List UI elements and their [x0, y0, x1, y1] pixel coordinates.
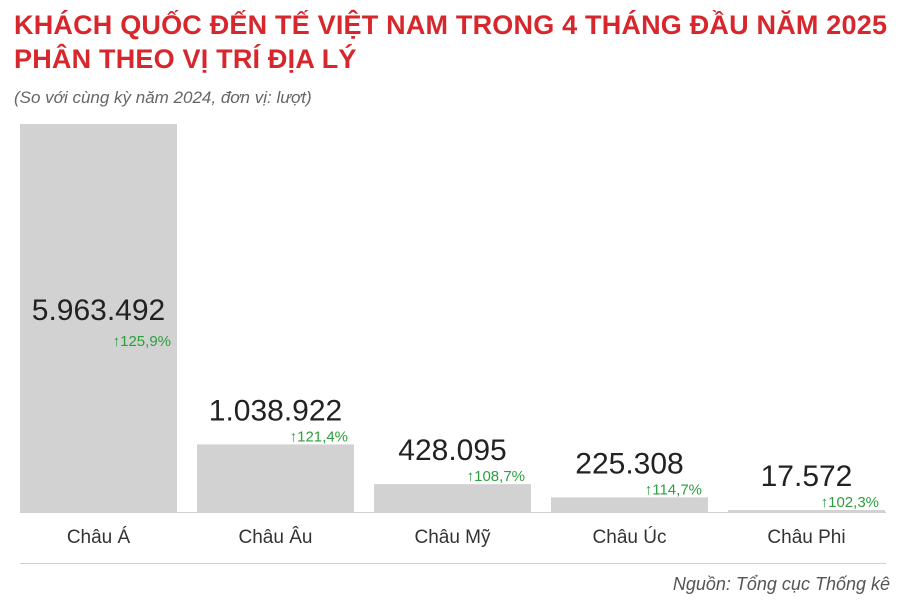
bar-1 — [20, 124, 177, 512]
value-label-2: 1.038.922 — [209, 394, 342, 427]
category-label-1: Châu Á — [67, 527, 131, 548]
growth-label-1: ↑125,9% — [113, 333, 171, 350]
value-label-3: 428.095 — [398, 434, 506, 467]
chart-subtitle: (So với cùng kỳ năm 2024, đơn vị: lượt) — [14, 88, 312, 107]
category-label-3: Châu Mỹ — [414, 527, 491, 548]
bar-4 — [551, 497, 708, 512]
bar-5 — [728, 510, 885, 512]
chart-title-line2: PHÂN THEO VỊ TRÍ ĐỊA LÝ — [14, 44, 357, 74]
chart-title-line1: KHÁCH QUỐC ĐẾN TẾ VIỆT NAM TRONG 4 THÁNG… — [14, 10, 888, 40]
bar-3 — [374, 484, 531, 512]
chart-title: KHÁCH QUỐC ĐẾN TẾ VIỆT NAM TRONG 4 THÁNG… — [14, 8, 894, 76]
growth-label-4: ↑114,7% — [645, 481, 702, 498]
growth-label-2: ↑121,4% — [290, 428, 348, 445]
category-label-2: Châu Âu — [239, 526, 313, 548]
value-label-5: 17.572 — [761, 460, 853, 493]
bar-2 — [197, 444, 354, 512]
value-label-4: 225.308 — [575, 447, 683, 480]
growth-label-3: ↑108,7% — [467, 468, 525, 485]
value-label-1: 5.963.492 — [32, 294, 165, 327]
growth-label-5: ↑102,3% — [821, 494, 879, 511]
category-label-4: Châu Úc — [593, 526, 667, 548]
category-label-5: Châu Phi — [767, 527, 845, 548]
source-note: Nguồn: Tổng cục Thống kê — [672, 574, 890, 594]
